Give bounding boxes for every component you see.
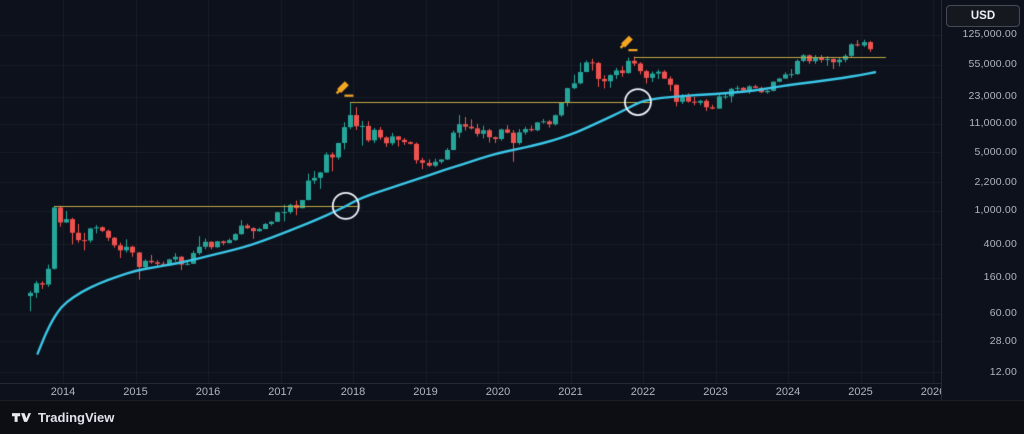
- price-tick-label: 12.00: [989, 365, 1017, 378]
- year-tick-label: 2016: [195, 386, 221, 398]
- tradingview-logo-text: TradingView: [38, 410, 115, 425]
- tradingview-attribution-link[interactable]: TradingView: [12, 410, 114, 425]
- price-tick-label: 28.00: [989, 334, 1017, 347]
- time-axis[interactable]: 2014 2015 2016 2017 2018 2019 2020 2021 2022 2023…: [0, 383, 941, 400]
- year-tick-label: 2026: [920, 386, 941, 398]
- year-tick-label: 2019: [413, 386, 438, 398]
- year-tick-label: 2017: [268, 386, 293, 398]
- year-tick-label: 2025: [848, 386, 873, 398]
- year-tick-label: 2023: [703, 386, 728, 398]
- year-tick-label: 2021: [558, 386, 583, 398]
- price-tick-label: 400.00: [983, 237, 1017, 250]
- year-tick-label: 2022: [630, 386, 656, 398]
- year-tick-label: 2020: [485, 386, 511, 398]
- year-tick-label: 2024: [775, 386, 801, 398]
- price-tick-label: 125,000.00: [962, 28, 1017, 41]
- price-tick-label: 160.00: [983, 271, 1017, 284]
- price-axis[interactable]: USD 125,000.00 55,000.00 23,000.00 11,000.0…: [941, 0, 1024, 400]
- price-tick-label: 11,000.00: [969, 117, 1017, 129]
- chart-pane[interactable]: [0, 0, 941, 383]
- year-tick-label: 2014: [50, 386, 76, 398]
- tradingview-logo-icon: [12, 413, 31, 422]
- candlestick-chart-canvas[interactable]: [0, 0, 941, 383]
- year-tick-label: 2018: [340, 386, 366, 398]
- price-tick-label: 23,000.00: [968, 90, 1017, 103]
- bottom-toolbar: TradingView: [0, 400, 1024, 434]
- price-tick-label: 60.00: [989, 307, 1017, 320]
- price-tick-label: 5,000.00: [974, 145, 1017, 158]
- currency-usd-button[interactable]: USD: [946, 5, 1020, 27]
- price-tick-label: 1,000.00: [974, 204, 1017, 217]
- price-tick-label: 55,000.00: [968, 58, 1017, 71]
- year-tick-label: 2015: [123, 386, 148, 398]
- price-tick-label: 2,200.00: [974, 175, 1017, 188]
